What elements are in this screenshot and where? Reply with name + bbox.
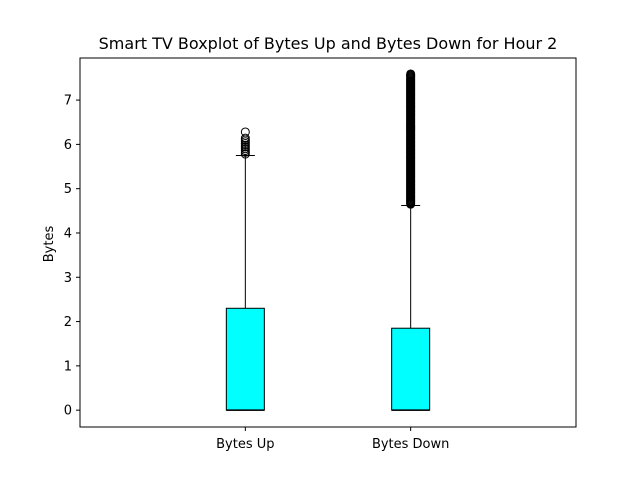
y-axis-label: Bytes — [42, 226, 57, 263]
x-tick-label: Bytes Up — [216, 437, 274, 452]
box — [225, 307, 265, 411]
y-tick-label: 0 — [64, 404, 72, 419]
plot-area: 0 1 2 3 4 5 6 7 Bytes Up Bytes Down — [64, 69, 449, 452]
y-tick-label: 6 — [64, 138, 72, 153]
box — [391, 327, 431, 411]
y-tick-label: 5 — [64, 182, 72, 197]
y-tick-label: 1 — [64, 359, 72, 374]
y-tick-label: 7 — [64, 94, 72, 109]
axes-frame — [79, 57, 577, 428]
x-tick-label: Bytes Down — [372, 437, 449, 452]
outlier-point — [240, 127, 250, 137]
chart-title: Smart TV Boxplot of Bytes Up and Bytes D… — [99, 34, 558, 53]
y-tick-label: 3 — [64, 271, 72, 286]
y-tick-label: 4 — [64, 226, 72, 241]
outlier-point — [240, 133, 250, 143]
outlier-point — [406, 69, 416, 79]
y-tick-label: 2 — [64, 315, 72, 330]
